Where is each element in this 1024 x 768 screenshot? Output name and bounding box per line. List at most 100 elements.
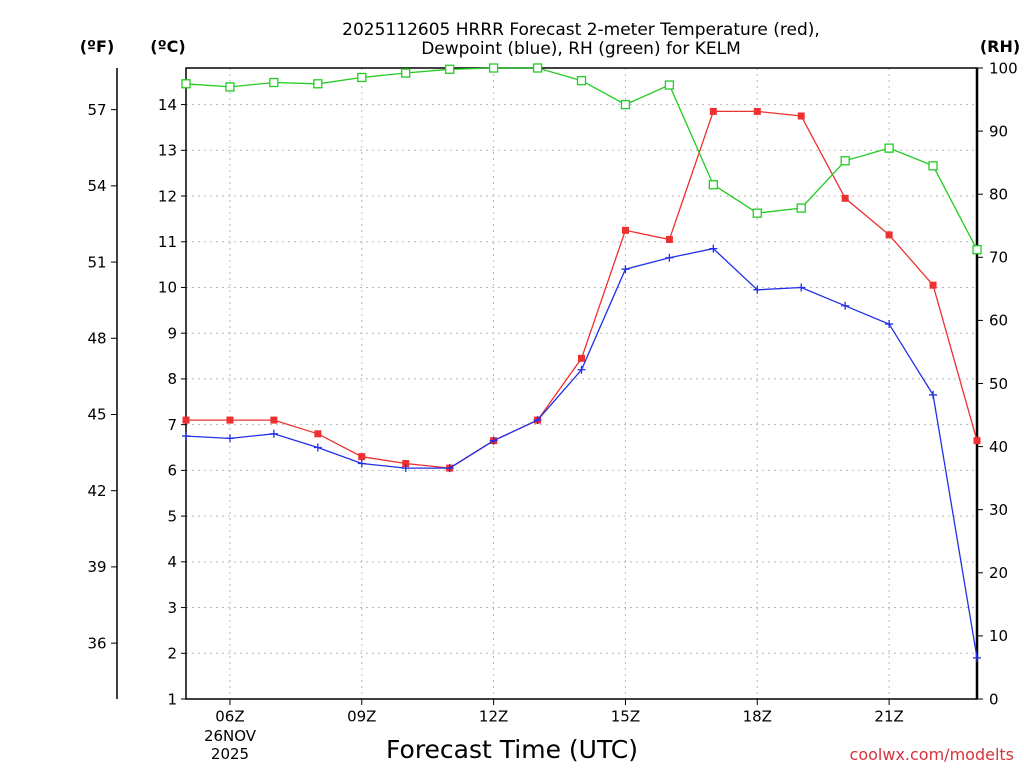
c-tick-label-14: 14: [158, 96, 177, 114]
dewpoint-point-12: [489, 436, 498, 445]
c-tick-label-8: 8: [167, 370, 177, 388]
x-tick-label-12Z: 12Z: [479, 707, 508, 725]
temperature-point-23: [973, 437, 981, 445]
c-tick-label-12: 12: [158, 187, 177, 205]
dewpoint-point-21: [885, 320, 894, 329]
rh-point-15: [620, 99, 631, 110]
dewpoint-point-19: [797, 283, 806, 292]
temperature-point-8: [314, 430, 322, 438]
dewpoint-point-15: [621, 265, 630, 274]
dewpoint-point-11: [445, 464, 454, 473]
temperature-point-19: [797, 112, 805, 120]
x-tick-label-21Z: 21Z: [874, 707, 903, 725]
dewpoint-point-18: [753, 285, 762, 294]
date-label-year: 2025: [211, 745, 249, 763]
rh-point-5: [181, 79, 191, 89]
rh-point-7: [269, 77, 279, 88]
rh-tick-label-80: 80: [989, 185, 1008, 203]
temperature-point-6: [226, 416, 234, 424]
x-tick-label-18Z: 18Z: [743, 707, 772, 725]
credit-link[interactable]: coolwx.com/modelts: [850, 745, 1014, 764]
x-tick-label-09Z: 09Z: [347, 707, 376, 725]
rh-point-6: [225, 82, 235, 92]
rh-point-8: [313, 79, 323, 89]
c-tick-label-6: 6: [167, 462, 177, 480]
rh-point-14: [576, 75, 587, 86]
rh-point-20: [840, 156, 850, 166]
c-tick-label-2: 2: [167, 645, 177, 663]
dewpoint-point-14: [577, 365, 586, 374]
temperature-point-20: [841, 194, 849, 202]
dewpoint-point-8: [313, 443, 322, 452]
rh-tick-label-40: 40: [989, 438, 1008, 456]
rh-tick-label-0: 0: [989, 690, 999, 708]
rh-point-16: [664, 80, 675, 90]
rh-tick-label-60: 60: [989, 312, 1008, 330]
rh-point-12: [488, 63, 499, 73]
rh-tick-label-70: 70: [989, 249, 1008, 267]
date-label-day: 26NOV: [204, 727, 257, 745]
temperature-point-21: [885, 231, 893, 239]
chart-title-line-2: Dewpoint (blue), RH (green) for KELM: [421, 39, 741, 59]
fahrenheit-axis-unit: (ºF): [80, 37, 115, 56]
rh-point-22: [928, 161, 938, 171]
dewpoint-point-23: [973, 653, 981, 662]
rh-tick-label-90: 90: [989, 122, 1008, 140]
x-tick-label-15Z: 15Z: [611, 707, 640, 725]
celsius-axis-unit: (ºC): [150, 37, 185, 56]
rh-tick-label-100: 100: [989, 59, 1018, 77]
f-tick-label-48: 48: [87, 330, 106, 348]
c-tick-label-10: 10: [158, 279, 177, 297]
f-tick-label-51: 51: [87, 253, 106, 271]
x-tick-label-06Z: 06Z: [215, 707, 244, 725]
rh-point-18: [752, 208, 762, 218]
c-tick-label-4: 4: [167, 553, 177, 571]
f-tick-label-57: 57: [87, 101, 106, 119]
temperature-point-7: [270, 416, 278, 424]
rh-point-19: [796, 203, 806, 213]
temperature-point-15: [621, 226, 629, 234]
c-tick-label-9: 9: [167, 324, 177, 342]
rh-point-11: [445, 64, 455, 74]
dewpoint-point-22: [929, 390, 938, 399]
c-tick-label-1: 1: [167, 690, 177, 708]
f-tick-label-39: 39: [87, 558, 106, 576]
rh-point-21: [884, 143, 894, 153]
data-series: [181, 63, 982, 662]
temperature-point-10: [402, 460, 410, 468]
rh-tick-label-10: 10: [989, 627, 1008, 645]
dewpoint-point-16: [665, 253, 674, 262]
f-tick-label-54: 54: [87, 177, 106, 195]
rh-point-9: [357, 72, 367, 83]
temperature-point-9: [358, 453, 366, 461]
temperature-point-14: [578, 354, 585, 362]
rh-tick-label-20: 20: [989, 564, 1008, 582]
rh-point-17: [708, 180, 718, 190]
temperature-point-5: [182, 416, 190, 424]
f-tick-label-45: 45: [87, 406, 106, 424]
dewpoint-point-6: [225, 434, 234, 443]
dewpoint-line: [185, 247, 978, 658]
dewpoint-point-9: [357, 459, 366, 468]
x-axis-label: Forecast Time (UTC): [386, 735, 638, 764]
temperature-line: [186, 110, 978, 469]
rh-line: [185, 67, 978, 251]
temperature-point-22: [929, 281, 937, 289]
rh-point-13: [532, 63, 543, 73]
dewpoint-point-7: [269, 429, 278, 438]
temperature-point-16: [665, 235, 673, 243]
dewpoint-point-20: [841, 301, 850, 310]
f-tick-label-42: 42: [87, 482, 106, 500]
dewpoint-point-10: [401, 464, 410, 473]
rh-point-23: [972, 245, 982, 255]
c-tick-label-7: 7: [167, 416, 177, 434]
plot-frame: [185, 67, 978, 700]
c-tick-label-5: 5: [167, 507, 177, 525]
c-tick-label-3: 3: [167, 599, 177, 617]
c-tick-label-13: 13: [158, 142, 177, 160]
gridlines: [186, 68, 977, 700]
c-tick-label-11: 11: [158, 233, 177, 251]
rh-point-10: [401, 68, 411, 78]
